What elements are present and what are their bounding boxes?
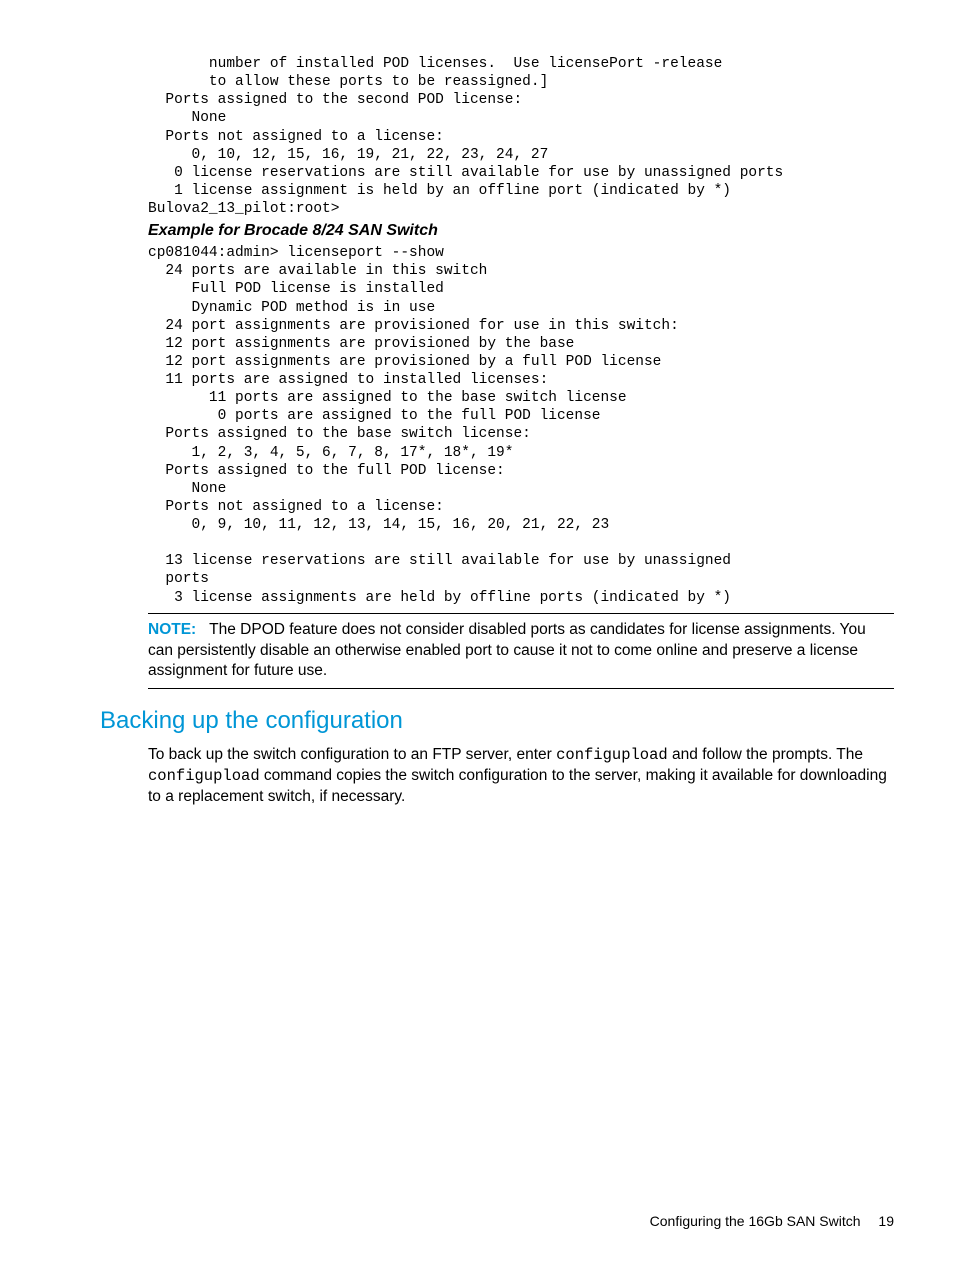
cmd-configupload-2: configupload xyxy=(148,767,260,785)
divider-top xyxy=(148,613,894,614)
footer-text: Configuring the 16Gb SAN Switch xyxy=(650,1213,861,1229)
body-paragraph: To back up the switch configuration to a… xyxy=(148,745,894,808)
example-heading: Example for Brocade 8/24 SAN Switch xyxy=(148,222,894,240)
code-block-1: number of installed POD licenses. Use li… xyxy=(148,55,894,218)
page-number: 19 xyxy=(878,1213,894,1229)
page-footer: Configuring the 16Gb SAN Switch 19 xyxy=(650,1213,894,1229)
cmd-configupload-1: configupload xyxy=(556,746,668,764)
note-text: The DPOD feature does not consider disab… xyxy=(148,621,866,680)
note-label: NOTE: xyxy=(148,621,196,638)
note-block: NOTE: The DPOD feature does not consider… xyxy=(148,620,894,683)
body-p1-pre: To back up the switch configuration to a… xyxy=(148,746,556,763)
body-p1-mid: and follow the prompts. The xyxy=(668,746,863,763)
code-block-2: cp081044:admin> licenseport --show 24 po… xyxy=(148,244,894,607)
section-heading: Backing up the configuration xyxy=(100,707,894,735)
page: number of installed POD licenses. Use li… xyxy=(0,0,954,1271)
body-p1-post: command copies the switch configuration … xyxy=(148,767,887,805)
divider-bottom xyxy=(148,688,894,689)
